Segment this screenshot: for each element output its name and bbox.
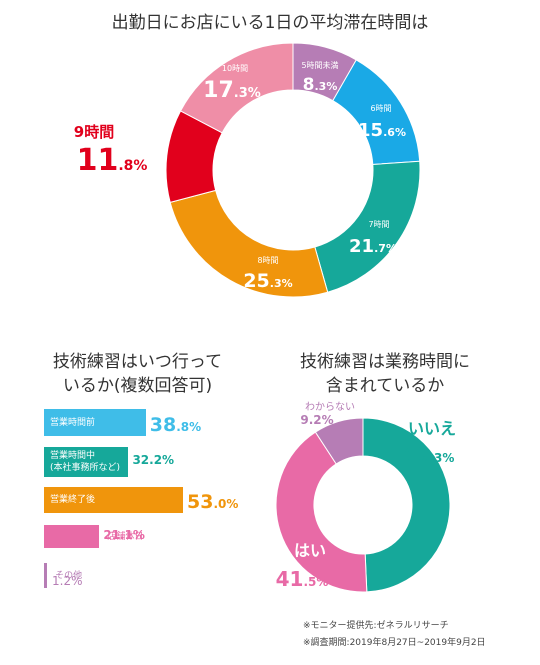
chart2-bars: 営業時間前 38.8% 営業時間中 (本社事務所など) 32.2% 営業終了後 53.0% 店… bbox=[44, 409, 239, 588]
chart2-bar-0 bbox=[44, 409, 146, 436]
chart1-slice-label-0: 5時間未満 bbox=[301, 60, 338, 70]
chart3-slice-value-2: 9.2% bbox=[300, 413, 333, 427]
chart3-title-line2: 含まれているか bbox=[325, 376, 445, 396]
chart3-slice-0 bbox=[362, 417, 451, 593]
chart1-slice-value-0: 8.3% bbox=[303, 75, 338, 95]
footnote-period: ※調査期間:2019年8月27日~2019年9月2日 bbox=[303, 638, 486, 648]
chart2-bar-label-3: 店舗休日 bbox=[107, 531, 144, 542]
chart1-slice-label-2: 7時間 bbox=[368, 220, 389, 229]
chart1-slice-label-3: 8時間 bbox=[257, 256, 278, 265]
chart2-bar-3 bbox=[44, 525, 100, 548]
chart2-title-line1: 技術練習はいつ行って bbox=[52, 352, 223, 372]
chart2-bar-label-1: 営業時間中 (本社事務所など) bbox=[50, 451, 121, 473]
chart2-bar-label-2: 営業終了後 bbox=[50, 495, 96, 505]
chart1-slice-label-4: 9時間 bbox=[74, 123, 114, 141]
chart2-bar-value-0: 38.8% bbox=[149, 413, 202, 436]
chart2-bar-1 bbox=[44, 447, 129, 477]
chart3-slice-label-0: いいえ bbox=[408, 419, 456, 438]
footnote-provider: ※モニター提供先:ゼネラルリサーチ bbox=[303, 621, 449, 631]
chart2-bar-value-4: 1.2% bbox=[52, 574, 83, 588]
chart2-bar-label-4: その他 bbox=[55, 570, 83, 581]
chart1-slice-value-5: 17.3% bbox=[203, 78, 261, 103]
chart3-slice-2 bbox=[314, 417, 364, 465]
chart1-slice-label-1: 6時間 bbox=[370, 104, 391, 113]
chart1-donut: 5時間未満 8.3% 6時間 15.6% 7時間 21.7% 8時間 25.3% 9時間 11.8… bbox=[74, 42, 421, 298]
chart1-title: 出勤日にお店にいる1日の平均滞在時間は bbox=[111, 13, 429, 33]
chart2-bar-value-1: 32.2% bbox=[132, 453, 175, 467]
chart3-slice-label-2: わからない bbox=[305, 401, 355, 413]
chart3-slice-1 bbox=[275, 431, 368, 593]
chart2-bar-label-0: 営業時間前 bbox=[50, 417, 96, 428]
chart1-slice-value-2: 21.7% bbox=[349, 236, 397, 257]
chart1-slice-5 bbox=[179, 42, 294, 134]
chart3-slice-label-1: はい bbox=[294, 541, 326, 560]
chart1-slice-label-5: 10時間 bbox=[222, 64, 248, 73]
chart3-title-line1: 技術練習は業務時間に bbox=[300, 352, 470, 372]
chart2-bar-2 bbox=[44, 487, 183, 513]
chart3-slice-value-1: 41.5% bbox=[276, 567, 329, 591]
chart2-title-line2: いるか(複数回答可) bbox=[62, 376, 213, 396]
chart2-bar-4 bbox=[44, 563, 48, 588]
chart3-slice-value-0: 49.3% bbox=[402, 443, 455, 467]
chart1-slice-value-1: 15.6% bbox=[358, 120, 406, 141]
chart1-slice-value-4: 11.8% bbox=[77, 143, 148, 178]
chart2-bar-value-3: 21.1% bbox=[103, 527, 145, 542]
chart2-bar-value-2: 53.0% bbox=[187, 491, 239, 513]
chart1-slice-value-3: 25.3% bbox=[243, 270, 292, 292]
